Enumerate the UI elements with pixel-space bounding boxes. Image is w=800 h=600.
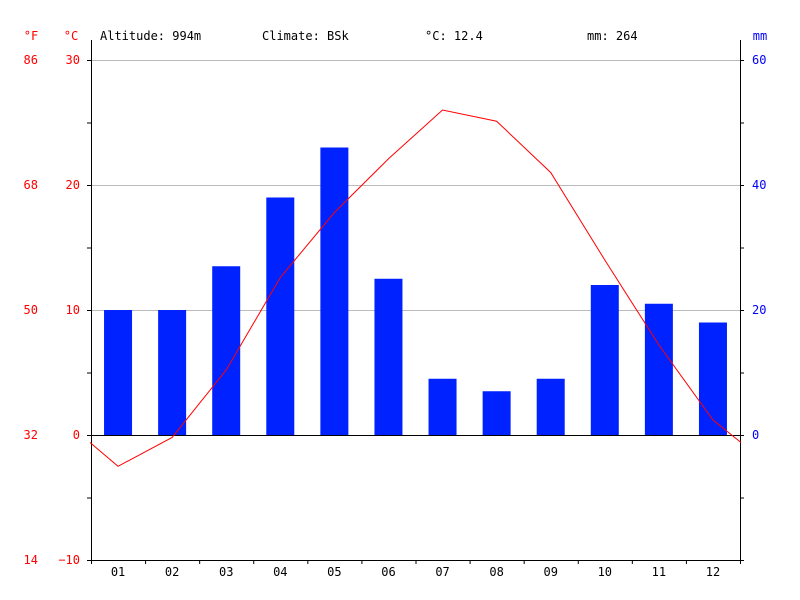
fahrenheit-unit-label: °F [24, 29, 38, 43]
month-tick-label: 01 [111, 565, 125, 579]
month-tick-label: 02 [165, 565, 179, 579]
precipitation-bar [698, 322, 727, 435]
precipitation-bar [212, 266, 241, 435]
precipitation-bar [374, 278, 403, 435]
month-tick-label: 05 [327, 565, 341, 579]
month-tick-label: 09 [543, 565, 557, 579]
axes [87, 40, 744, 564]
month-tick-label: 11 [652, 565, 666, 579]
month-tick-label: 10 [598, 565, 612, 579]
precipitation-bar [428, 378, 457, 435]
month-tick-label: 04 [273, 565, 287, 579]
fahrenheit-tick-label: 86 [24, 53, 38, 67]
temperature-series [89, 109, 742, 467]
month-tick-label: 07 [435, 565, 449, 579]
precipitation-bar [158, 310, 187, 435]
precipitation-bar [536, 378, 565, 435]
precipitation-bar [320, 147, 349, 435]
celsius-tick-label: 30 [66, 53, 80, 67]
month-tick-label: 06 [381, 565, 395, 579]
precipitation-bar [482, 391, 511, 435]
month-tick-label: 08 [489, 565, 503, 579]
fahrenheit-tick-label: 68 [24, 178, 38, 192]
grid-lines [91, 60, 740, 311]
fahrenheit-tick-label: 32 [24, 428, 38, 442]
altitude-label: Altitude: 994m [100, 29, 201, 43]
precipitation-bar [590, 285, 619, 435]
temperature-line [89, 109, 742, 467]
celsius-tick-label: 10 [66, 303, 80, 317]
precip-total-label: mm: 264 [587, 29, 638, 43]
climate-label: Climate: BSk [262, 29, 349, 43]
mm-tick-label: 40 [752, 178, 766, 192]
month-tick-label: 12 [706, 565, 720, 579]
celsius-tick-label: 0 [73, 428, 80, 442]
fahrenheit-tick-label: 14 [24, 553, 38, 567]
mm-tick-label: 20 [752, 303, 766, 317]
precipitation-bar [644, 303, 673, 435]
tick-labels: −10 14 0 32 10 50 20 68 30 86 0 20 40 60 01 02 03 04 05 06 0… [24, 53, 767, 579]
month-tick-label: 03 [219, 565, 233, 579]
celsius-unit-label: °C [64, 29, 78, 43]
mm-unit-label: mm [753, 29, 767, 43]
precipitation-bar [266, 197, 295, 435]
mm-tick-label: 0 [752, 428, 759, 442]
celsius-tick-label: 20 [66, 178, 80, 192]
mm-tick-label: 60 [752, 53, 766, 67]
precipitation-bars [104, 147, 727, 435]
celsius-tick-label: −10 [58, 553, 80, 567]
fahrenheit-tick-label: 50 [24, 303, 38, 317]
precipitation-bar [104, 310, 133, 435]
mean-temp-label: °C: 12.4 [425, 29, 483, 43]
